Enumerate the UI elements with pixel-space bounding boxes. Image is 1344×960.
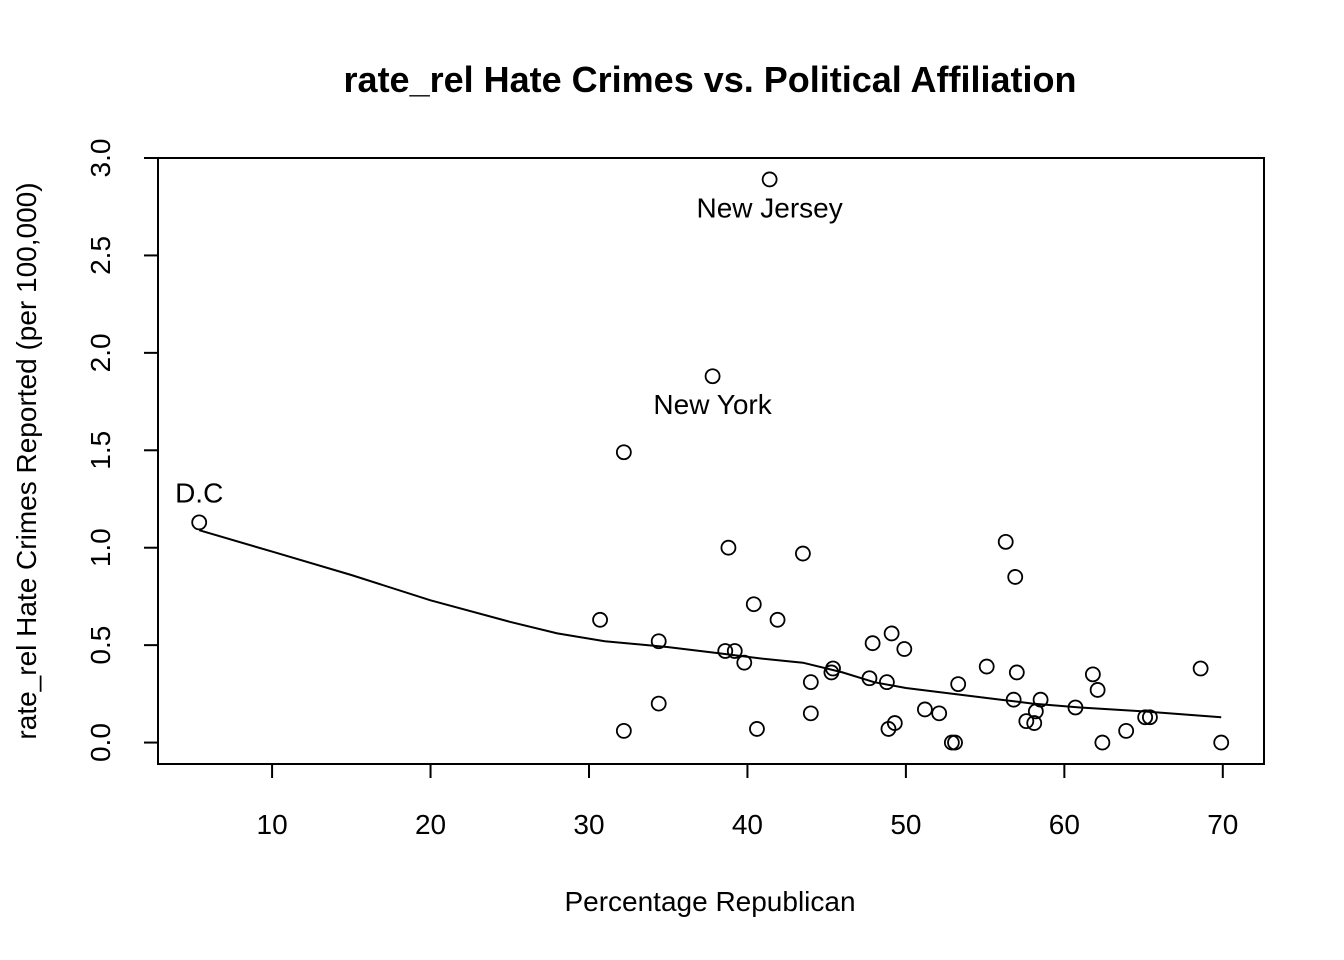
data-point: [1026, 715, 1043, 731]
data-point: [1005, 691, 1022, 708]
y-axis: 0.0 0.5 1.0 1.5 2.0 2.5 3.0: [85, 139, 159, 762]
x-tick-label: 10: [257, 809, 288, 840]
data-point: [950, 676, 967, 693]
data-point: [761, 171, 778, 188]
data-point: [978, 658, 995, 675]
data-point: [592, 611, 608, 628]
data-point: [769, 611, 786, 628]
points-layer: [191, 171, 1230, 751]
data-point: [615, 444, 632, 461]
y-tick-label: 0.0: [85, 723, 116, 762]
plot-frame: [157, 157, 1265, 765]
data-point: [947, 734, 963, 751]
data-point: [943, 734, 960, 751]
x-axis-label: Percentage Republican: [564, 886, 855, 917]
data-point: [1094, 734, 1111, 751]
data-point: [1089, 682, 1106, 698]
data-point: [650, 695, 667, 712]
y-tick-label: 1.5: [85, 431, 116, 470]
point-annotation: New York: [653, 389, 772, 420]
x-axis: 10 20 30 40 50 60 70: [257, 763, 1238, 840]
data-point: [825, 660, 841, 677]
data-point: [802, 705, 819, 722]
data-point: [726, 643, 743, 659]
data-point: [896, 641, 913, 657]
data-point: [745, 596, 762, 613]
data-point: [749, 721, 765, 737]
data-point: [1018, 713, 1035, 730]
y-axis-label: rate_rel Hate Crimes Reported (per 100,0…: [11, 182, 42, 739]
data-point: [704, 368, 721, 385]
data-point: [1008, 664, 1025, 681]
smooth-line-layer: [198, 529, 1222, 719]
x-tick-label: 20: [415, 809, 446, 840]
data-point: [720, 539, 737, 556]
data-point: [883, 625, 900, 642]
data-point: [717, 643, 734, 659]
data-point: [886, 715, 903, 731]
data-point: [1007, 569, 1024, 585]
x-tick-label: 30: [573, 809, 604, 840]
data-point: [864, 635, 881, 652]
data-point: [802, 674, 819, 691]
data-point: [736, 654, 753, 671]
smooth-line: [198, 529, 1222, 719]
data-point: [861, 670, 878, 687]
data-point: [878, 674, 895, 691]
y-tick-label: 2.5: [85, 236, 116, 275]
data-point: [1032, 691, 1049, 708]
point-annotation: New Jersey: [696, 192, 842, 223]
data-point: [1192, 660, 1209, 677]
data-point: [931, 705, 948, 722]
data-point: [1142, 709, 1158, 726]
data-point: [1213, 734, 1230, 751]
y-tick-label: 2.0: [85, 333, 116, 372]
y-tick-label: 3.0: [85, 139, 116, 178]
x-tick-label: 70: [1207, 809, 1238, 840]
y-tick-label: 0.5: [85, 626, 116, 665]
data-point: [1067, 699, 1084, 716]
y-tick-label: 1.0: [85, 528, 116, 567]
data-point: [1137, 709, 1154, 726]
x-tick-label: 50: [890, 809, 921, 840]
chart-title: rate_rel Hate Crimes vs. Political Affil…: [344, 59, 1077, 100]
data-point: [615, 722, 632, 739]
data-point: [997, 533, 1014, 550]
data-point: [917, 701, 933, 718]
x-tick-label: 60: [1049, 809, 1080, 840]
data-point: [795, 545, 811, 562]
data-point: [1118, 722, 1135, 739]
annotations-layer: New Jersey New York D.C: [175, 192, 843, 508]
data-point: [1084, 666, 1101, 683]
point-annotation: D.C: [175, 477, 223, 508]
data-point: [650, 633, 667, 650]
x-tick-label: 40: [732, 809, 763, 840]
data-point: [191, 514, 208, 531]
